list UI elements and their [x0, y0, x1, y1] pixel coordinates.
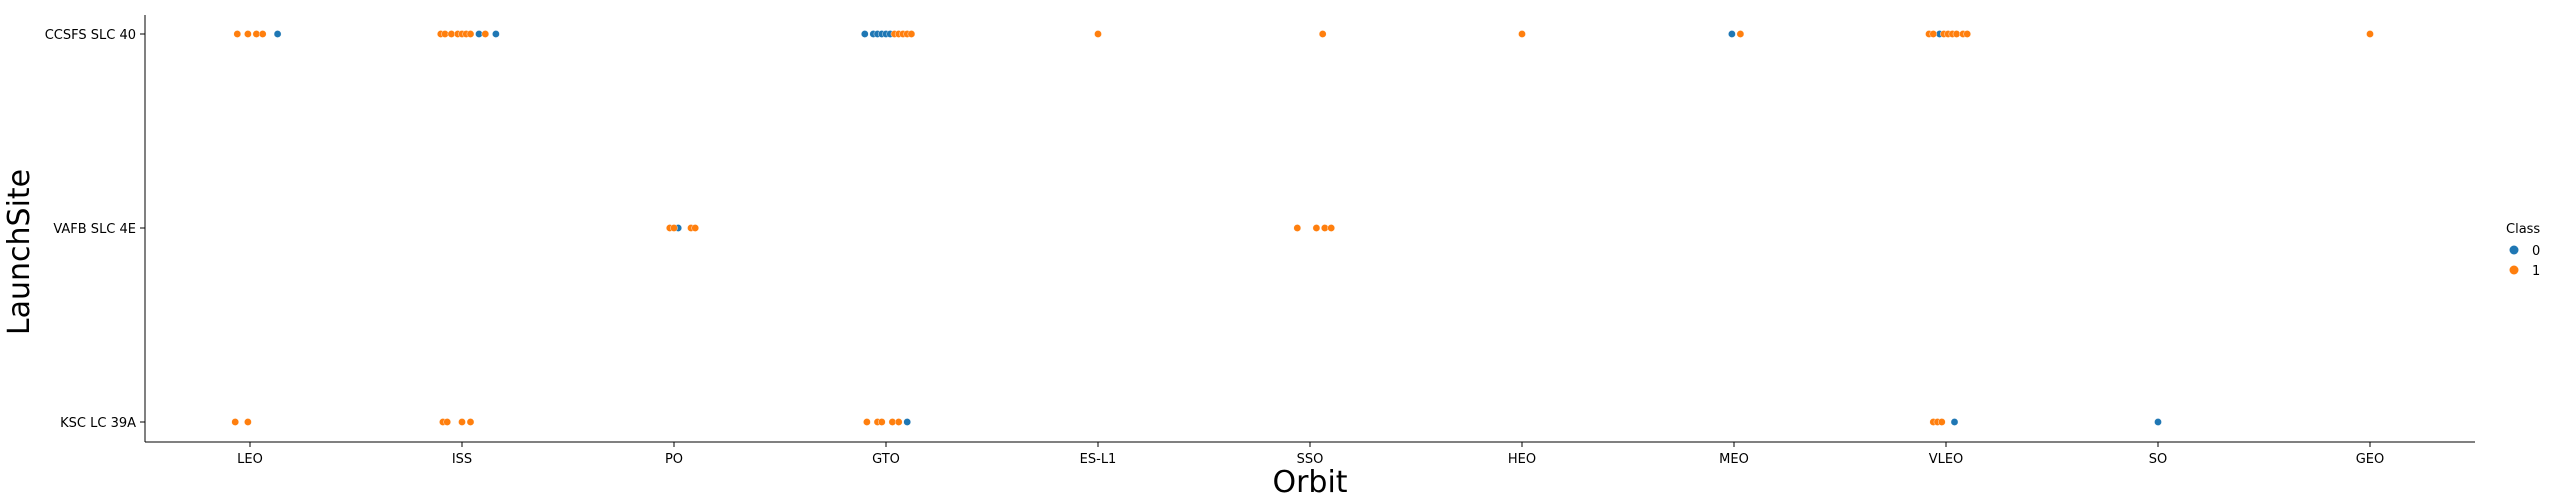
data-point-class-0	[273, 30, 282, 38]
data-point-class-1	[863, 418, 871, 426]
axes	[144, 15, 2475, 443]
data-point-class-0	[903, 418, 912, 426]
data-point-class-1	[894, 418, 903, 426]
y-tick-label-vafb-slc-4e: VAFB SLC 4E	[53, 222, 136, 237]
x-tick-label-sso: SSO	[1297, 452, 1324, 467]
data-point-class-0	[1950, 418, 1959, 426]
data-point-class-1	[1952, 30, 1961, 38]
x-ticks: LEO ISS PO GTO ES-L1 SSO HEO MEO VLEO SO GEO	[237, 442, 2384, 467]
data-point-class-1	[447, 30, 456, 38]
data-point-class-1	[878, 418, 886, 426]
legend-title: Class	[2506, 222, 2540, 237]
data-point-class-1	[441, 30, 449, 38]
data-point-class-1	[1094, 30, 1102, 38]
data-point-class-1	[1293, 224, 1302, 232]
data-point-class-1	[1327, 224, 1335, 232]
legend-entries: 01	[2509, 244, 2540, 279]
x-tick-label-iss: ISS	[452, 452, 472, 467]
data-point-class-1	[670, 224, 678, 232]
data-point-class-1	[1938, 418, 1946, 426]
y-tick-label-ccsfs-slc-40: CCSFS SLC 40	[45, 28, 136, 43]
data-point-class-1	[258, 30, 267, 38]
data-point-class-1	[481, 30, 490, 38]
legend: Class 01	[2506, 222, 2540, 279]
legend-label-class-1: 1	[2532, 264, 2540, 279]
legend-marker-class-1	[2509, 265, 2519, 275]
legend-label-class-0: 0	[2532, 244, 2540, 259]
data-point-class-0	[1728, 30, 1736, 38]
data-point-class-1	[1736, 30, 1745, 38]
data-point-class-1	[1312, 224, 1321, 232]
x-tick-label-heo: HEO	[1508, 452, 1536, 467]
data-point-class-1	[1518, 30, 1526, 38]
x-tick-label-vleo: VLEO	[1929, 452, 1964, 467]
x-tick-label-geo: GEO	[2356, 452, 2385, 467]
data-point-class-0	[492, 30, 500, 38]
data-point-class-1	[458, 418, 466, 426]
data-point-class-1	[244, 418, 252, 426]
data-point-class-1	[443, 418, 452, 426]
data-point-class-1	[1963, 30, 1971, 38]
data-point-class-1	[244, 30, 252, 38]
data-point-class-1	[1929, 30, 1938, 38]
data-point-class-1	[907, 30, 916, 38]
x-tick-label-gto: GTO	[872, 452, 900, 467]
data-point-class-1	[691, 224, 700, 232]
data-point-class-1	[466, 418, 475, 426]
data-points	[231, 30, 2374, 426]
data-point-class-1	[233, 30, 242, 38]
y-axis-title: LaunchSite	[2, 169, 37, 335]
x-tick-label-po: PO	[665, 452, 683, 467]
x-axis-title: Orbit	[1272, 465, 1347, 500]
x-tick-label-meo: MEO	[1719, 452, 1749, 467]
y-ticks: CCSFS SLC 40 VAFB SLC 4E KSC LC 39A	[45, 28, 145, 431]
data-point-class-1	[2366, 30, 2374, 38]
legend-marker-class-0	[2509, 245, 2519, 255]
x-tick-label-leo: LEO	[237, 452, 263, 467]
x-tick-label-so: SO	[2149, 452, 2167, 467]
data-point-class-0	[2154, 418, 2162, 426]
data-point-class-1	[1318, 30, 1327, 38]
data-point-class-0	[861, 30, 869, 38]
data-point-class-1	[231, 418, 239, 426]
data-point-class-1	[466, 30, 475, 38]
x-tick-label-es-l1: ES-L1	[1080, 452, 1117, 467]
y-tick-label-ksc-lc-39a: KSC LC 39A	[60, 416, 136, 431]
data-point-class-1	[1321, 224, 1329, 232]
